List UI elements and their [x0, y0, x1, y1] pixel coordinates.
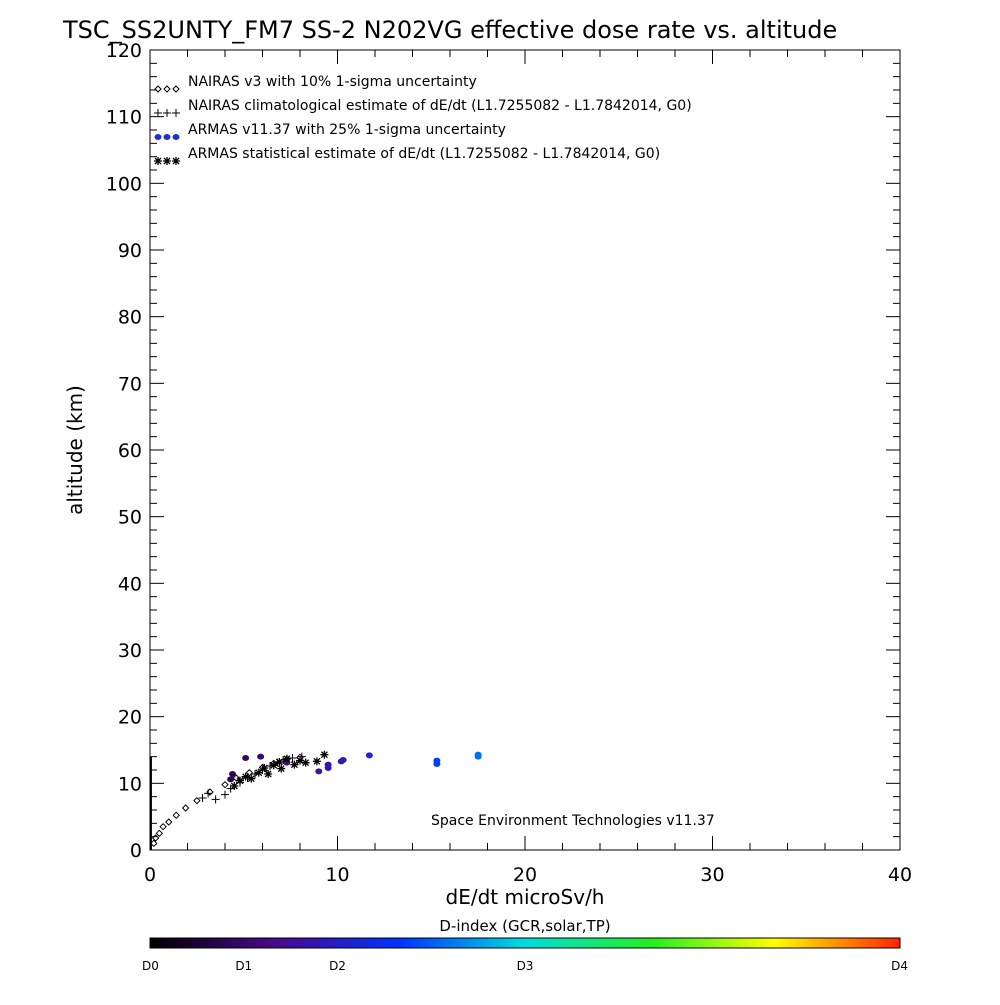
y-tick-label: 100	[106, 173, 142, 195]
data-point-plus	[221, 790, 229, 799]
data-point-diamond	[245, 768, 254, 777]
data-point-diamond	[181, 804, 190, 812]
data-point-diamond	[172, 811, 180, 820]
y-axis-label: altitude (km)	[63, 385, 87, 515]
series-3	[230, 750, 329, 790]
data-point-asterisk	[282, 754, 291, 763]
data-point-asterisk	[320, 750, 329, 759]
data-point-asterisk	[264, 770, 273, 778]
x-tick-label: 10	[325, 864, 349, 886]
data-point-asterisk	[247, 774, 256, 783]
data-point-asterisk	[301, 758, 310, 767]
data-point-diamond	[193, 796, 201, 805]
data-point-dot	[339, 757, 347, 763]
colorbar-label: D0	[142, 959, 159, 973]
data-point-dot	[474, 751, 482, 758]
y-tick-label: 60	[118, 440, 142, 462]
y-tick-label: 110	[106, 107, 142, 129]
data-point-dot	[257, 753, 265, 760]
colorbar-title: D-index (GCR,solar,TP)	[439, 917, 610, 935]
y-tick-label: 50	[118, 507, 142, 529]
data-point-dot	[433, 757, 441, 764]
data-point-asterisk	[296, 756, 304, 765]
data-point-diamond	[159, 822, 167, 831]
data-point-dot	[365, 752, 373, 759]
data-point-plus	[211, 795, 220, 804]
x-axis-ticks: 0 10 20 30 40	[144, 50, 912, 886]
legend-symbol-diamond	[154, 85, 162, 93]
y-tick-label: 30	[118, 640, 142, 662]
data-point-dot	[315, 768, 323, 775]
x-tick-label: 40	[888, 864, 912, 886]
legend-symbol-plus	[172, 109, 180, 117]
data-point-dot	[227, 776, 235, 783]
x-axis-label: dE/dt microSv/h	[446, 885, 605, 909]
plot-frame	[149, 49, 901, 851]
y-tick-label: 70	[118, 373, 142, 395]
legend-symbol-asterisk	[154, 157, 162, 165]
x-tick-label: 0	[144, 864, 156, 886]
colorbar-label: D2	[329, 959, 346, 973]
y-axis-ticks: 0 10 20 30 40 50 60 70 80 90 100 110 120	[106, 40, 900, 862]
data-point-asterisk	[277, 764, 286, 773]
legend-label: NAIRAS climatological estimate of dE/dt …	[188, 98, 692, 114]
data-point-asterisk	[269, 761, 278, 770]
y-tick-label: 20	[118, 707, 142, 729]
data-point-asterisk	[236, 776, 244, 785]
data-point-diamond	[155, 829, 164, 838]
series-2	[227, 751, 482, 783]
data-point-asterisk	[254, 768, 263, 777]
data-point-asterisk	[312, 757, 321, 766]
legend-symbol-diamond	[172, 85, 180, 93]
data-point-diamond	[150, 839, 158, 848]
legend-symbol-asterisk	[172, 157, 180, 165]
data-point-diamond	[165, 818, 173, 826]
series-layer	[149, 750, 482, 850]
data-point-diamond	[221, 780, 229, 789]
chart-title: TSC_SS2UNTY_FM7 SS-2 N202VG effective do…	[62, 16, 837, 44]
y-tick-label: 120	[106, 40, 142, 62]
legend-symbol-dot	[154, 134, 162, 140]
colorbar	[149, 937, 901, 949]
data-point-asterisk	[230, 782, 239, 790]
y-tick-label: 0	[130, 840, 142, 862]
data-point-diamond	[151, 834, 160, 842]
legend-symbol-diamond	[163, 85, 171, 93]
legend-label: NAIRAS v3 with 10% 1-sigma uncertainty	[188, 74, 477, 90]
data-point-dot	[229, 771, 236, 777]
legend-symbol-dot	[163, 134, 171, 140]
data-point-asterisk	[275, 758, 284, 766]
data-point-plus	[198, 794, 207, 802]
data-point-asterisk	[241, 772, 250, 781]
y-tick-label: 40	[118, 573, 142, 595]
credit-text: Space Environment Technologies v11.37	[431, 813, 715, 829]
data-point-dot	[324, 761, 332, 768]
legend-symbol-dot	[172, 134, 180, 140]
y-tick-label: 80	[118, 307, 142, 329]
data-point-asterisk	[290, 760, 299, 769]
colorbar-label: D1	[235, 959, 252, 973]
x-tick-label: 30	[700, 864, 724, 886]
data-point-asterisk	[260, 764, 269, 772]
y-tick-label: 10	[118, 773, 142, 795]
y-tick-label: 90	[118, 240, 142, 262]
legend-symbol-asterisk	[163, 157, 171, 165]
legend-label: ARMAS statistical estimate of dE/dt (L1.…	[188, 146, 660, 162]
colorbar-labels: D0 D1 D2 D3 D4	[142, 959, 908, 973]
colorbar-label: D3	[517, 959, 534, 973]
legend-symbol-plus	[154, 109, 162, 117]
data-point-plus	[204, 789, 213, 798]
data-point-plus	[288, 754, 297, 762]
data-point-dot	[242, 755, 250, 761]
legend: NAIRAS v3 with 10% 1-sigma uncertainty NA…	[154, 74, 692, 165]
x-tick-label: 20	[513, 864, 537, 886]
legend-label: ARMAS v11.37 with 25% 1-sigma uncertaint…	[188, 122, 506, 138]
colorbar-label: D4	[891, 959, 908, 973]
legend-symbol-plus	[163, 109, 171, 117]
